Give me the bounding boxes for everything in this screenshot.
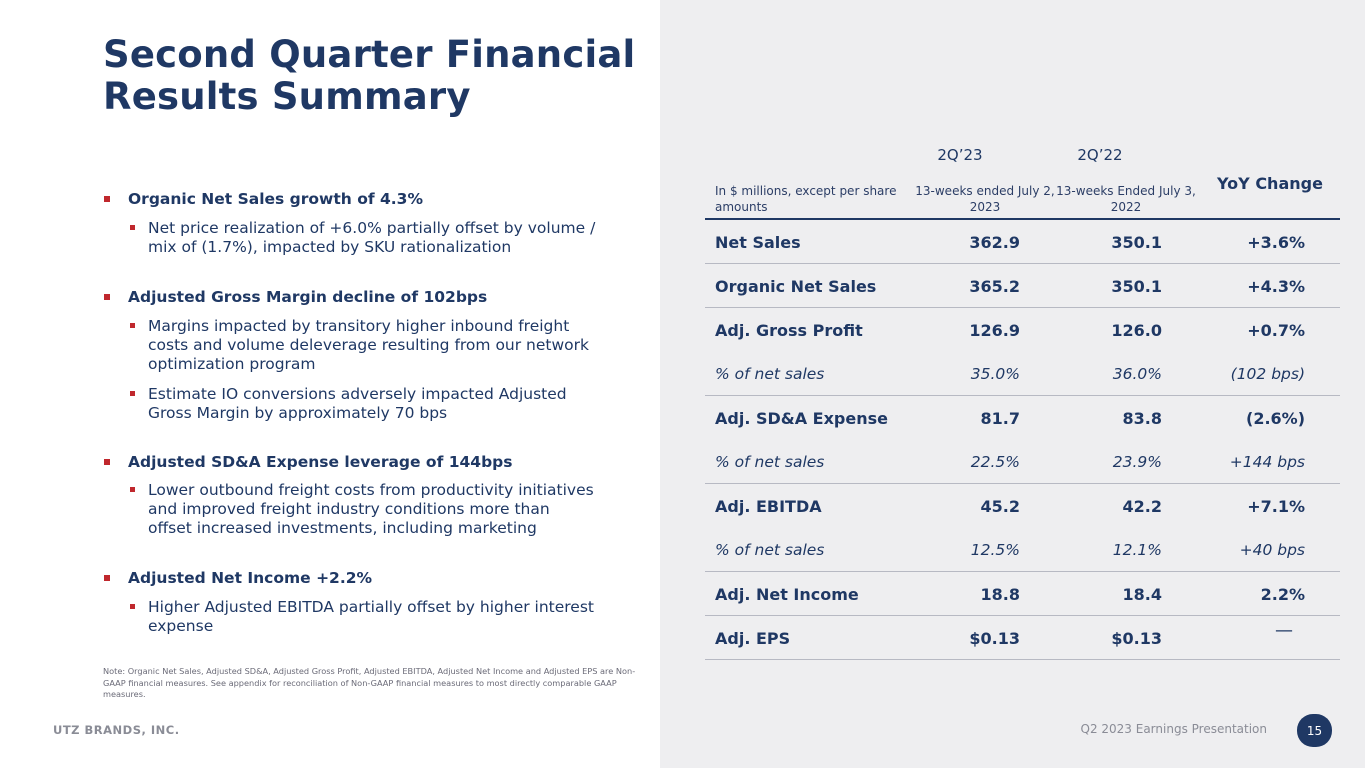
row-value-2q22: 126.0	[1111, 320, 1162, 340]
table-row-net-sales: Net Sales 362.9 350.1 +3.6%	[705, 220, 1340, 264]
sub-bullet-higher-ebitda: Higher Adjusted EBITDA partially offset …	[128, 598, 598, 636]
bullet-organic-net-sales: Organic Net Sales growth of 4.3%	[104, 189, 423, 209]
bullet-adjusted-net-income: Adjusted Net Income +2.2%	[104, 568, 372, 588]
row-label: % of net sales	[715, 541, 825, 559]
header-divider	[705, 218, 1340, 220]
table-row-adj-sda-expense: Adj. SD&A Expense 81.7 83.8 (2.6%)	[705, 396, 1340, 440]
table-row-adj-eps: Adj. EPS $0.13 $0.13 —	[705, 616, 1340, 660]
presentation-name: Q2 2023 Earnings Presentation	[1080, 722, 1268, 736]
company-name: UTZ BRANDS, INC.	[53, 723, 180, 737]
sub-bullet-outbound-freight: Lower outbound freight costs from produc…	[128, 481, 598, 538]
row-value-yoy: +4.3%	[1247, 276, 1305, 296]
row-value-2q23: 126.9	[969, 320, 1020, 340]
row-value-2q23: 35.0%	[970, 365, 1020, 383]
row-value-2q22: 350.1	[1111, 232, 1162, 252]
header-2q22: 2Q’22	[1077, 146, 1123, 164]
row-label: Adj. SD&A Expense	[715, 408, 888, 428]
row-label: Adj. Net Income	[715, 584, 859, 604]
table-row-ebitda-pct: % of net sales 12.5% 12.1% +40 bps	[705, 528, 1340, 572]
right-panel-background	[660, 0, 1365, 768]
row-value-yoy: +3.6%	[1247, 232, 1305, 252]
row-value-yoy: +40 bps	[1239, 541, 1305, 559]
row-value-2q22: 18.4	[1122, 584, 1162, 604]
row-value-2q22: 83.8	[1122, 408, 1162, 428]
sub-bullet-net-price: Net price realization of +6.0% partially…	[128, 219, 598, 257]
page-title: Second Quarter Financial Results Summary	[103, 33, 636, 118]
header-2q23-subtitle: 13-weeks ended July 2, 2023	[915, 184, 1055, 214]
row-value-2q23: 45.2	[980, 496, 1020, 516]
table-row-gross-margin-pct: % of net sales 35.0% 36.0% (102 bps)	[705, 352, 1340, 396]
bullet-adjusted-gross-margin: Adjusted Gross Margin decline of 102bps	[104, 287, 487, 307]
header-2q23: 2Q’23	[937, 146, 983, 164]
row-label: Adj. EPS	[715, 628, 791, 648]
header-description: In $ millions, except per share amounts	[715, 184, 897, 214]
row-value-yoy: +7.1%	[1247, 496, 1305, 516]
bullet-adjusted-sda: Adjusted SD&A Expense leverage of 144bps	[104, 452, 513, 472]
row-value-yoy: +0.7%	[1247, 320, 1305, 340]
row-label: Adj. Gross Profit	[715, 320, 863, 340]
row-value-yoy: 2.2%	[1260, 584, 1305, 604]
row-value-2q22: 12.1%	[1112, 541, 1162, 559]
row-value-2q23: 18.8	[980, 584, 1020, 604]
row-label: % of net sales	[715, 453, 825, 471]
table-row-adj-ebitda: Adj. EBITDA 45.2 42.2 +7.1%	[705, 484, 1340, 528]
row-value-yoy: (2.6%)	[1246, 408, 1305, 428]
header-yoy-change: YoY Change	[1217, 174, 1323, 193]
table-row-organic-net-sales: Organic Net Sales 365.2 350.1 +4.3%	[705, 264, 1340, 308]
row-value-2q23: $0.13	[969, 628, 1020, 648]
table-row-sda-pct: % of net sales 22.5% 23.9% +144 bps	[705, 440, 1340, 484]
row-value-yoy: (102 bps)	[1230, 365, 1305, 383]
row-label: % of net sales	[715, 365, 825, 383]
sub-bullet-margins-impacted: Margins impacted by transitory higher in…	[128, 317, 598, 374]
row-value-2q23: 81.7	[980, 408, 1020, 428]
row-value-2q22: 350.1	[1111, 276, 1162, 296]
sub-bullet-io-conversions: Estimate IO conversions adversely impact…	[128, 385, 598, 423]
row-value-2q22: 36.0%	[1112, 365, 1162, 383]
row-label: Net Sales	[715, 232, 801, 252]
row-value-yoy: +144 bps	[1229, 453, 1305, 471]
row-value-yoy: —	[1275, 620, 1293, 641]
row-label: Organic Net Sales	[715, 276, 877, 296]
row-value-2q23: 12.5%	[970, 541, 1020, 559]
row-value-2q23: 22.5%	[970, 453, 1020, 471]
table-row-adj-net-income: Adj. Net Income 18.8 18.4 2.2%	[705, 572, 1340, 616]
row-label: Adj. EBITDA	[715, 496, 822, 516]
page-number-badge: 15	[1297, 714, 1332, 747]
row-value-2q22: $0.13	[1111, 628, 1162, 648]
row-value-2q22: 23.9%	[1112, 453, 1162, 471]
row-value-2q23: 365.2	[969, 276, 1020, 296]
row-value-2q23: 362.9	[969, 232, 1020, 252]
table-row-adj-gross-profit: Adj. Gross Profit 126.9 126.0 +0.7%	[705, 308, 1340, 352]
row-value-2q22: 42.2	[1122, 496, 1162, 516]
header-2q22-subtitle: 13-weeks Ended July 3, 2022	[1056, 184, 1196, 214]
footnote: Note: Organic Net Sales, Adjusted SD&A, …	[103, 666, 636, 699]
